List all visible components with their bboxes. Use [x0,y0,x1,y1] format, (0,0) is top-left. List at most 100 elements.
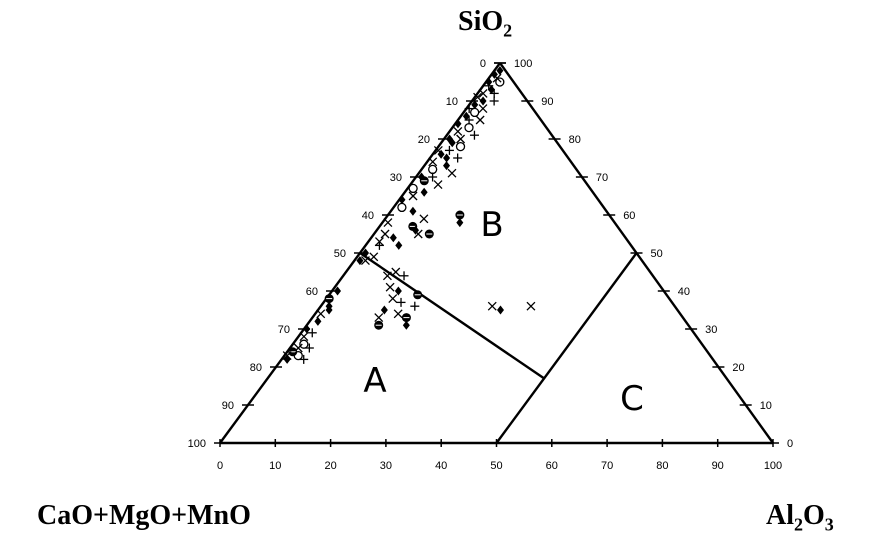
data-point-diamond [334,286,342,296]
right-tick-label: 50 [651,248,663,260]
data-point-cross [369,252,379,262]
data-point-bullseye [324,294,334,304]
data-point-cross [393,309,403,319]
data-point-cross [374,313,384,323]
region-label-b: B [480,205,503,245]
right-tick-label: 60 [623,210,635,222]
left-tick-label: 0 [480,58,486,70]
bottom-tick-label: 20 [324,460,336,472]
data-point-circle [455,141,466,152]
data-point-diamond [314,316,322,326]
data-point-diamond [283,354,291,364]
data-point-cross [447,168,457,178]
data-point-diamond [479,96,487,106]
bottom-tick-label: 50 [490,460,502,472]
data-point-cross [428,157,438,167]
data-point-cross [492,73,502,83]
bottom-tick-label: 60 [546,460,558,472]
data-point-circle [299,339,309,349]
data-point-plus [489,96,499,106]
left-tick-label: 20 [418,134,430,146]
data-point-cross [478,104,488,114]
data-point-circle [397,202,407,213]
right-tick-label: 80 [569,134,581,146]
data-point-cross [383,218,393,228]
data-point-cross [361,256,370,266]
data-point-cross [478,88,488,98]
bottom-tick-label: 0 [217,460,223,472]
data-point-bullseye [401,313,411,323]
vertex-label-al2o3-tail: O [803,500,825,531]
data-point-diamond [402,320,410,330]
vertex-label-sio2-main: SiO [458,6,504,37]
data-point-plus [444,145,454,155]
data-point-circle [408,183,418,194]
data-point-plus [307,328,317,338]
data-point-bullseye [424,229,434,239]
left-tick-label: 60 [306,286,318,298]
bottom-tick-label: 80 [656,460,668,472]
left-tick-label: 10 [446,96,458,108]
right-tick-label: 30 [705,324,717,336]
vertex-label-cao-mgo-mno: CaO+MgO+MnO [37,500,251,532]
data-point-diamond [395,240,403,250]
data-point-cross [413,229,423,239]
right-tick-label: 70 [596,172,608,184]
data-point-plus [399,271,409,281]
vertex-label-al2o3-main: Al [766,500,794,531]
data-point-plus [469,130,479,140]
data-point-plus [410,301,420,311]
data-point-diamond [389,233,397,243]
left-tick-label: 70 [278,324,290,336]
data-point-plus [304,343,314,353]
data-point-bullseye [455,210,465,220]
boundary-line-2 [495,252,638,444]
data-point-diamond [487,85,495,95]
data-point-diamond [380,305,388,315]
right-tick-label: 20 [732,362,744,374]
bottom-tick-label: 70 [601,460,613,472]
left-tick-label: 80 [250,362,262,374]
bottom-tick-label: 100 [764,460,782,472]
data-point-diamond [462,111,470,121]
data-point-diamond [356,256,364,266]
data-point-cross [388,294,398,304]
data-point-plus [428,172,438,182]
data-point-diamond [362,248,370,258]
data-point-cross [475,115,485,125]
vertex-label-sio2-sub: 2 [503,20,513,41]
vertex-label-al2o3-sub: 2 [794,514,803,535]
bottom-tick-label: 10 [269,460,281,472]
data-point-cross [382,271,392,281]
data-point-diamond [325,305,333,315]
tick-labels: 0 0 0 10 10 10 20 20 20 30 30 30 40 40 40 50 50 50 60 60 60 7… [188,58,793,472]
data-point-cross [391,267,401,277]
data-point-cross [385,282,395,292]
left-tick-label: 50 [334,248,346,260]
data-point-cross [380,229,390,239]
data-point-cross [299,332,309,342]
data-point-diamond [420,187,428,197]
region-boundaries [359,252,638,444]
bottom-tick-label: 90 [712,460,724,472]
data-point-cross [316,309,326,319]
data-point-diamond [443,161,451,171]
right-tick-label: 10 [760,400,772,412]
data-point-circle [428,164,438,175]
data-point-diamond [496,66,504,76]
right-tick-label: 90 [541,96,553,108]
data-point-plus [299,354,309,364]
data-point-circle [464,122,474,133]
data-point-diamond [496,305,504,315]
vertex-label-al2o3-sub2: 3 [824,514,834,535]
region-labels: A B C [363,205,644,419]
data-point-plus [396,297,406,307]
data-point-bullseye [374,320,384,330]
vertex-label-sio2: SiO2 [458,6,512,42]
region-label-a: A [363,361,386,401]
data-point-bullseye [419,176,429,186]
data-point-diamond [448,138,456,148]
data-point-cross [487,301,497,311]
boundary-line-1 [359,252,545,380]
